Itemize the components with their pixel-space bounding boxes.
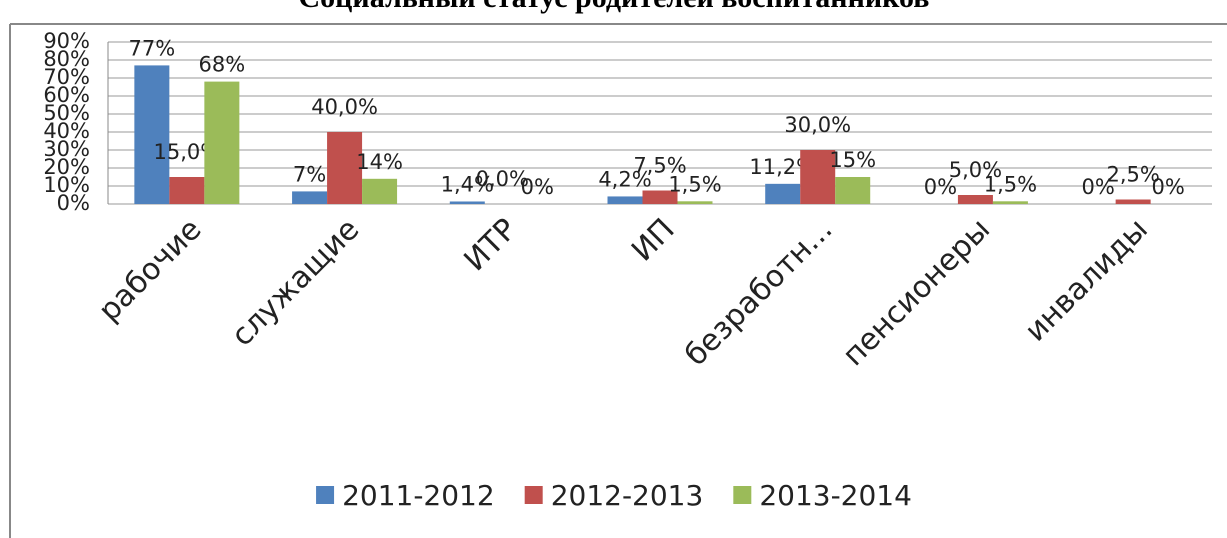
value-label: 7,5% [633, 154, 686, 178]
bar [327, 132, 363, 204]
value-label: 0% [924, 175, 957, 199]
bar [992, 201, 1028, 204]
y-tick-label: 50% [43, 101, 90, 125]
value-label: 0% [1081, 175, 1114, 199]
value-label: 2,5% [1106, 163, 1159, 187]
value-label: 5,0% [949, 158, 1002, 182]
y-tick-label: 0% [57, 191, 90, 215]
bar [1115, 199, 1151, 204]
value-label: 0,0% [476, 167, 529, 191]
y-tick-label: 90% [43, 29, 90, 53]
bar [677, 201, 713, 204]
value-label: 0% [521, 175, 554, 199]
legend-label: 2011-2012 [342, 479, 495, 512]
value-label: 1,5% [668, 172, 721, 196]
value-label: 4,2% [598, 167, 651, 191]
legend-swatch [524, 486, 543, 504]
y-tick-label: 60% [43, 83, 90, 107]
value-label: 77% [129, 36, 176, 60]
value-label: 7% [293, 162, 326, 186]
bar [204, 81, 240, 204]
bar [449, 201, 485, 204]
y-tick-label: 10% [43, 173, 90, 197]
y-tick-label: 20% [43, 155, 90, 179]
legend-label: 2012-2013 [551, 479, 704, 512]
bar [169, 177, 205, 204]
bar [800, 150, 836, 204]
value-label: 1,4% [441, 172, 494, 196]
bar [292, 191, 328, 204]
value-label: 14% [356, 150, 403, 174]
bar [362, 178, 398, 204]
legend-swatch [733, 486, 752, 504]
value-label: 1,5% [984, 172, 1037, 196]
bar [642, 190, 678, 204]
y-tick-label: 80% [43, 47, 90, 71]
value-label: 30,0% [784, 113, 851, 137]
chart-title: Социальный статус родителей воспитаннико… [298, 0, 929, 14]
bar [957, 195, 993, 204]
bar [765, 183, 801, 204]
value-label: 0% [1151, 175, 1184, 199]
legend-swatch [316, 486, 335, 504]
bar [607, 196, 643, 204]
value-label: 15% [829, 148, 876, 172]
value-label: 68% [199, 53, 246, 77]
value-label: 40,0% [311, 95, 378, 119]
y-tick-label: 40% [43, 119, 90, 143]
bar [134, 65, 170, 205]
y-tick-label: 70% [43, 65, 90, 89]
legend-label: 2013-2014 [759, 479, 912, 512]
bar [835, 177, 871, 204]
y-tick-label: 30% [43, 137, 90, 161]
